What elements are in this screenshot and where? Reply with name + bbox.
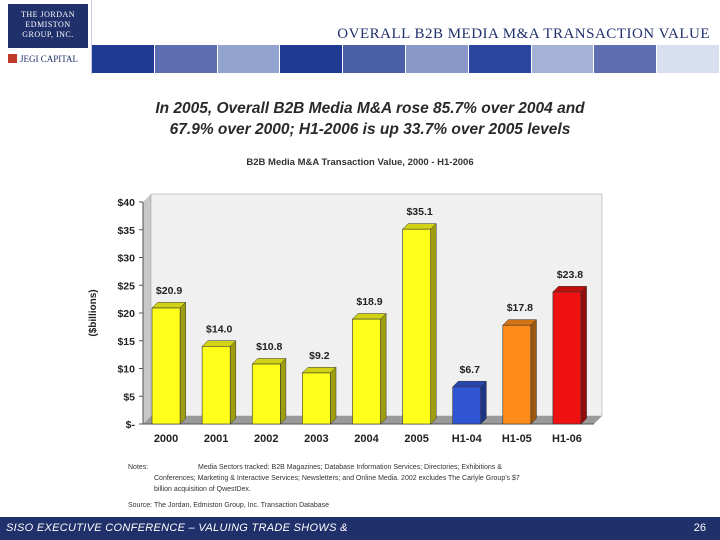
data-label: $6.7 [460,364,481,376]
y-tick-label: $15 [117,336,135,348]
data-label: $18.9 [356,296,382,308]
data-label: $23.8 [557,269,583,281]
bar [452,386,482,425]
x-tick-label: 2000 [154,433,178,445]
x-tick-label: 2005 [404,433,428,445]
band-segment [657,45,720,73]
bar [201,346,231,425]
y-tick-label: $- [126,419,136,431]
y-tick-label: $40 [117,197,135,209]
headline-line-1: In 2005, Overall B2B Media M&A rose 85.7… [155,100,585,117]
footer-bar: SISO EXECUTIVE CONFERENCE – VALUING TRAD… [0,517,720,540]
bar-side [530,319,537,425]
x-tick-label: 2002 [254,433,278,445]
logo-line: THE JORDAN [20,10,76,19]
y-tick-label: $20 [117,308,135,320]
notes-label: Notes: [128,464,149,471]
bar [402,228,431,425]
logo-square-icon [8,54,17,63]
band-segment [594,45,658,73]
bar-side [380,312,387,425]
bar-side [330,366,337,425]
notes-line-2: Conferences; Marketing & Interactive Ser… [154,475,520,482]
data-label: $20.9 [156,285,182,297]
slide-title: OVERALL B2B MEDIA M&A TRANSACTION VALUE [337,26,710,42]
data-label: $17.8 [507,302,533,314]
headline-line-2: 67.9% over 2000; H1-2006 is up 33.7% ove… [169,121,571,138]
band-segment [531,45,595,73]
logo-subtitle: JEGI CAPITAL [8,54,90,70]
y-tick-label: $10 [117,364,135,376]
bar-side [280,357,287,425]
band-segment [154,45,218,73]
bar-side [430,222,437,425]
bar-top [552,286,588,293]
logo-sub-text: JEGI CAPITAL [20,54,79,64]
x-tick-label: H1-04 [452,433,483,445]
band-segment [405,45,469,73]
logo-mark: THE JORDAN EDMISTON GROUP, INC. [8,4,88,48]
y-tick-label: $25 [117,280,135,292]
y-tick-label: $35 [117,225,135,237]
bar [151,307,181,425]
bar [251,363,281,425]
page-number: 26 [693,522,706,534]
data-label: $35.1 [406,206,432,218]
band-segment [280,45,344,73]
y-axis-label: ($billions) [88,289,99,336]
data-label: $14.0 [206,323,232,335]
band-segment [217,45,281,73]
bar [502,324,532,425]
bar [302,372,331,425]
bar-top [251,358,287,365]
company-logo: THE JORDAN EDMISTON GROUP, INC. JEGI CAP… [0,0,92,75]
band-segment [468,45,532,73]
band-segment [343,45,406,73]
notes-line-1: Media Sectors tracked: B2B Magazines; Da… [198,464,502,471]
x-tick-label: 2004 [354,433,379,445]
bar [352,318,381,425]
logo-line: EDMISTON [25,20,71,29]
bar-top [201,340,237,347]
top-bar [0,0,720,45]
bar-chart: $- $5 $10 $15 $20 $25 $30 $35 $40 ($billions) $20.… [88,193,603,445]
data-label: $9.2 [309,350,330,362]
notes-line-3: billion acquisition of QwestDex. [154,486,251,493]
x-tick-label: 2003 [304,433,328,445]
bar-top [301,367,337,374]
headline: In 2005, Overall B2B Media M&A rose 85.7… [90,98,650,140]
x-tick-label: H1-06 [552,433,582,445]
bar-side [179,301,186,425]
source-note: Source: The Jordan, Edmiston Group, Inc.… [128,502,330,509]
bar-side [229,340,237,425]
bar [552,291,582,425]
bar-top [401,223,437,230]
y-tick-label: $5 [123,391,135,403]
x-tick-label: 2001 [204,433,228,445]
y-tick-label: $30 [117,253,135,265]
footer-text: SISO EXECUTIVE CONFERENCE – VALUING TRAD… [6,522,348,534]
bar-side [480,380,487,425]
bar-top [351,313,387,320]
chart-title: B2B Media M&A Transaction Value, 2000 - … [246,157,474,168]
data-label: $10.8 [256,341,282,353]
bar-top [452,380,487,388]
logo-line: GROUP, INC. [22,30,74,39]
bar-top [151,302,187,309]
header-color-band [92,45,720,73]
bar-side [580,285,587,425]
notes: Notes: Media Sectors tracked: B2B Magazin… [128,462,598,495]
chart-side-wall [143,194,151,424]
band-segment [92,45,155,73]
bar-top [502,319,538,326]
x-tick-label: H1-05 [502,433,532,445]
